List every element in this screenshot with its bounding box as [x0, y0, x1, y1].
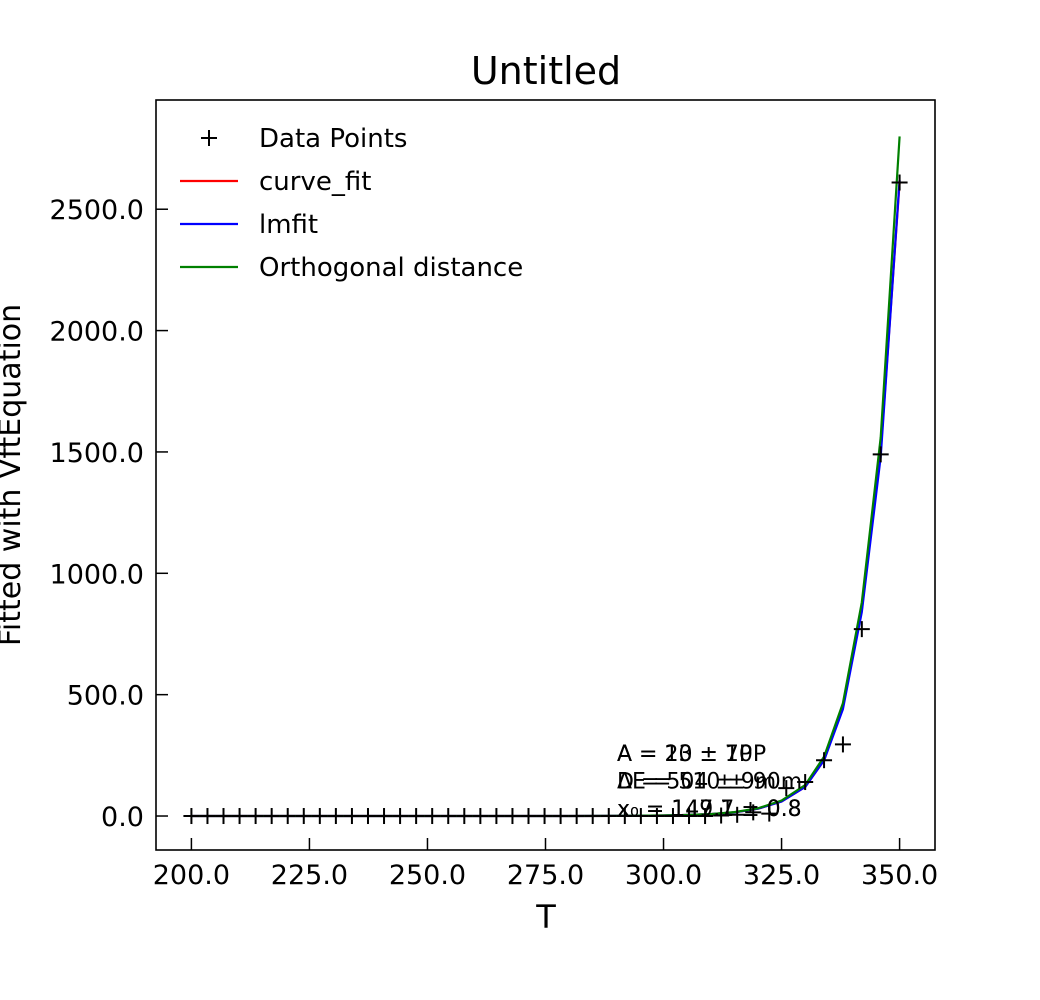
y-tick-label: 2500.0	[50, 195, 144, 226]
y-tick-label: 0.0	[101, 802, 144, 833]
data-point	[456, 808, 473, 825]
data-point	[424, 808, 441, 825]
y-tick-label: 2000.0	[50, 317, 144, 348]
x-tick-label: 225.0	[271, 860, 348, 891]
x-tick-label: 200.0	[153, 860, 230, 891]
y-tick-label: 1500.0	[50, 438, 144, 469]
data-point	[359, 808, 376, 825]
data-point	[247, 808, 264, 825]
annotation-text: A = 20 ± 10P	[617, 742, 766, 767]
data-point	[664, 808, 681, 825]
data-point	[797, 774, 814, 791]
data-point	[488, 808, 505, 825]
x-tick-label: 300.0	[625, 860, 702, 891]
data-point	[199, 808, 216, 825]
legend-item: Orthogonal distance	[180, 253, 523, 283]
data-point	[327, 808, 344, 825]
data-point	[536, 808, 553, 825]
legend-label: Data Points	[259, 124, 407, 154]
plot-frame	[155, 99, 936, 851]
x-tick-label: 325.0	[743, 860, 820, 891]
data-point	[279, 808, 296, 825]
data-point	[872, 446, 889, 463]
y-tick-label: 1000.0	[50, 559, 144, 590]
data-point	[392, 808, 409, 825]
data-point	[520, 808, 537, 825]
legend-item: curve_fit	[180, 167, 371, 197]
data-point	[600, 808, 617, 825]
data-point	[295, 808, 312, 825]
data-point	[816, 752, 833, 769]
annotation-text: ΔE = 510 ± 90m	[617, 770, 802, 795]
y-tick-label: 500.0	[67, 681, 144, 712]
data-point	[681, 808, 698, 825]
annotation-text: x₀ = 147.1 ± 0.8	[617, 797, 802, 822]
x-tick-label: 275.0	[507, 860, 584, 891]
legend-item: lmfit	[180, 210, 318, 240]
data-point	[568, 808, 585, 825]
plot-area: 200.0 225.0 250.0 275.0 300.0 325.0 350.0 0.0 50…	[50, 195, 939, 891]
data-point	[616, 808, 633, 825]
data-point	[761, 805, 778, 822]
data-point	[584, 808, 601, 825]
x-axis-label: T	[535, 898, 556, 936]
data-point	[231, 808, 248, 825]
data-point	[713, 807, 730, 824]
data-point	[697, 808, 714, 825]
data-point	[745, 804, 762, 821]
data-point	[343, 808, 360, 825]
annotation-text: x₀ = 149.7 ± 0.8	[617, 797, 802, 822]
legend-label: curve_fit	[259, 167, 371, 197]
data-point	[504, 808, 521, 825]
data-point	[472, 808, 489, 825]
data-point	[834, 736, 851, 753]
data-point	[552, 808, 569, 825]
legend-label: Orthogonal distance	[259, 253, 523, 283]
x-tick-label: 350.0	[861, 860, 938, 891]
legend-label: lmfit	[259, 210, 318, 240]
data-point	[311, 808, 328, 825]
data-point	[440, 808, 457, 825]
data-point	[376, 808, 393, 825]
data-point	[632, 808, 649, 825]
data-point	[183, 808, 200, 825]
data-point	[778, 780, 795, 797]
annotation-text: D = 504 ± 9m	[617, 770, 776, 795]
x-tick-label: 250.0	[389, 860, 466, 891]
chart-title: Untitled	[471, 49, 621, 93]
data-point	[648, 808, 665, 825]
data-point	[408, 808, 425, 825]
data-point	[215, 808, 232, 825]
data-point	[729, 806, 746, 823]
y-axis-label: Fitted with VftEquation	[0, 304, 28, 646]
data-layer	[183, 136, 908, 825]
annotation-text: A = 13 ± 7P	[617, 742, 752, 767]
data-point	[891, 174, 908, 191]
data-point	[263, 808, 280, 825]
data-point	[853, 621, 870, 638]
legend-item: Data Points	[201, 124, 407, 154]
